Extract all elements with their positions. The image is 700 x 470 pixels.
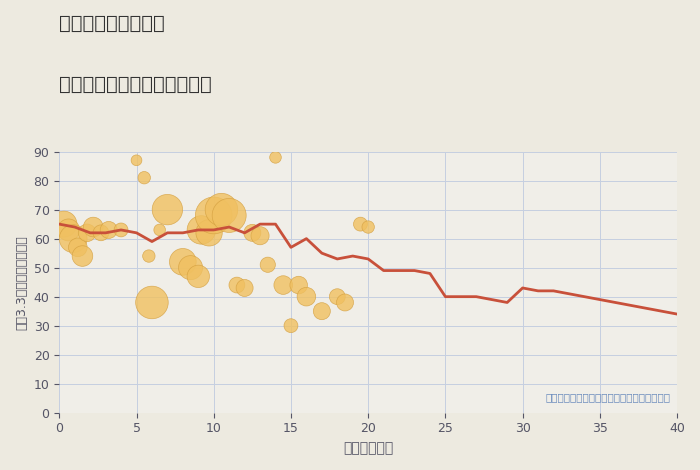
Point — [72, 243, 83, 251]
Point — [103, 226, 114, 234]
Point — [278, 282, 289, 289]
Point — [270, 154, 281, 161]
Point — [216, 206, 227, 213]
Point — [144, 252, 155, 260]
Point — [95, 229, 106, 236]
Point — [223, 212, 235, 219]
Point — [355, 220, 366, 228]
Point — [196, 226, 207, 234]
Y-axis label: 坪（3.3㎡）単価（万円）: 坪（3.3㎡）単価（万円） — [15, 235, 28, 329]
Point — [68, 235, 79, 243]
Point — [363, 223, 374, 231]
Point — [131, 157, 142, 164]
Point — [316, 307, 328, 315]
Point — [185, 264, 196, 271]
Point — [116, 226, 127, 234]
Point — [154, 226, 165, 234]
Point — [262, 261, 274, 268]
Point — [63, 226, 74, 234]
Point — [193, 273, 204, 280]
Point — [340, 299, 351, 306]
Text: 円の大きさは、取引のあった物件面積を示す: 円の大きさは、取引のあった物件面積を示す — [546, 392, 671, 402]
Text: 築年数別中古マンション価格: 築年数別中古マンション価格 — [60, 75, 212, 94]
Point — [77, 252, 88, 260]
Point — [286, 322, 297, 329]
Text: 三重県松阪市茅原町: 三重県松阪市茅原町 — [60, 14, 165, 33]
Point — [231, 282, 242, 289]
Point — [146, 299, 158, 306]
Point — [208, 212, 219, 219]
X-axis label: 築年数（年）: 築年数（年） — [343, 441, 393, 455]
Point — [293, 282, 304, 289]
Point — [81, 229, 92, 236]
Point — [204, 229, 215, 236]
Point — [246, 229, 258, 236]
Point — [177, 258, 188, 266]
Point — [162, 206, 173, 213]
Point — [58, 220, 69, 228]
Point — [88, 223, 99, 231]
Point — [139, 174, 150, 181]
Point — [332, 293, 343, 300]
Point — [239, 284, 250, 292]
Point — [301, 293, 312, 300]
Point — [255, 232, 266, 240]
